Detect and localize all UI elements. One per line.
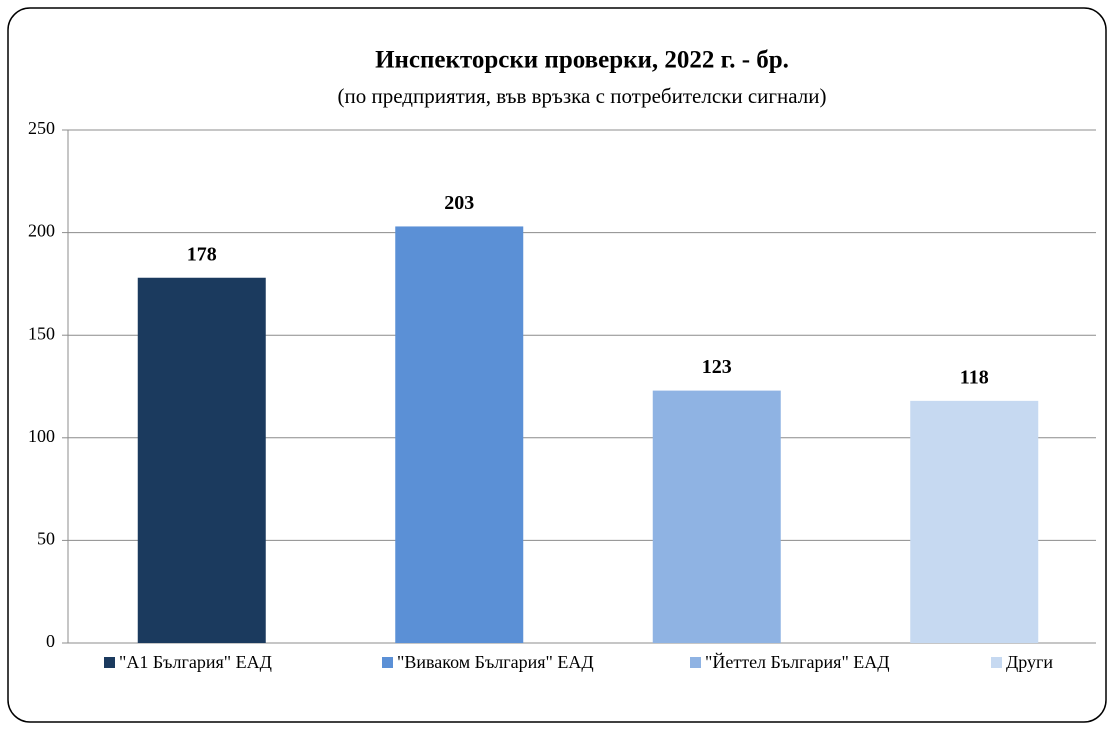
legend-label: "А1 България" ЕАД bbox=[119, 652, 272, 672]
legend-label: "Йеттел България" ЕАД bbox=[705, 652, 890, 672]
y-tick-label: 200 bbox=[28, 221, 55, 241]
legend-label: "Виваком България" ЕАД bbox=[397, 652, 594, 672]
bar bbox=[910, 400, 1039, 643]
legend-swatch bbox=[104, 657, 115, 668]
bar bbox=[652, 390, 781, 643]
chart-border bbox=[7, 7, 1107, 723]
legend-swatch bbox=[382, 657, 393, 668]
data-label: 123 bbox=[702, 356, 732, 378]
y-tick-label: 250 bbox=[28, 118, 55, 138]
data-label: 118 bbox=[960, 366, 989, 388]
y-tick-label: 150 bbox=[28, 323, 55, 343]
y-tick-label: 100 bbox=[28, 426, 55, 446]
bar bbox=[137, 277, 266, 643]
legend-swatch bbox=[690, 657, 701, 668]
data-label: 203 bbox=[444, 192, 474, 214]
chart-title: Инспекторски проверки, 2022 г. - бр. bbox=[375, 47, 789, 74]
legend-label: Други bbox=[1006, 652, 1053, 672]
data-label: 178 bbox=[187, 243, 217, 265]
bar bbox=[395, 226, 524, 643]
y-tick-label: 0 bbox=[46, 631, 55, 651]
y-tick-label: 50 bbox=[37, 529, 55, 549]
chart-subtitle: (по предприятия, във връзка с потребител… bbox=[338, 84, 827, 108]
legend-swatch bbox=[991, 657, 1002, 668]
